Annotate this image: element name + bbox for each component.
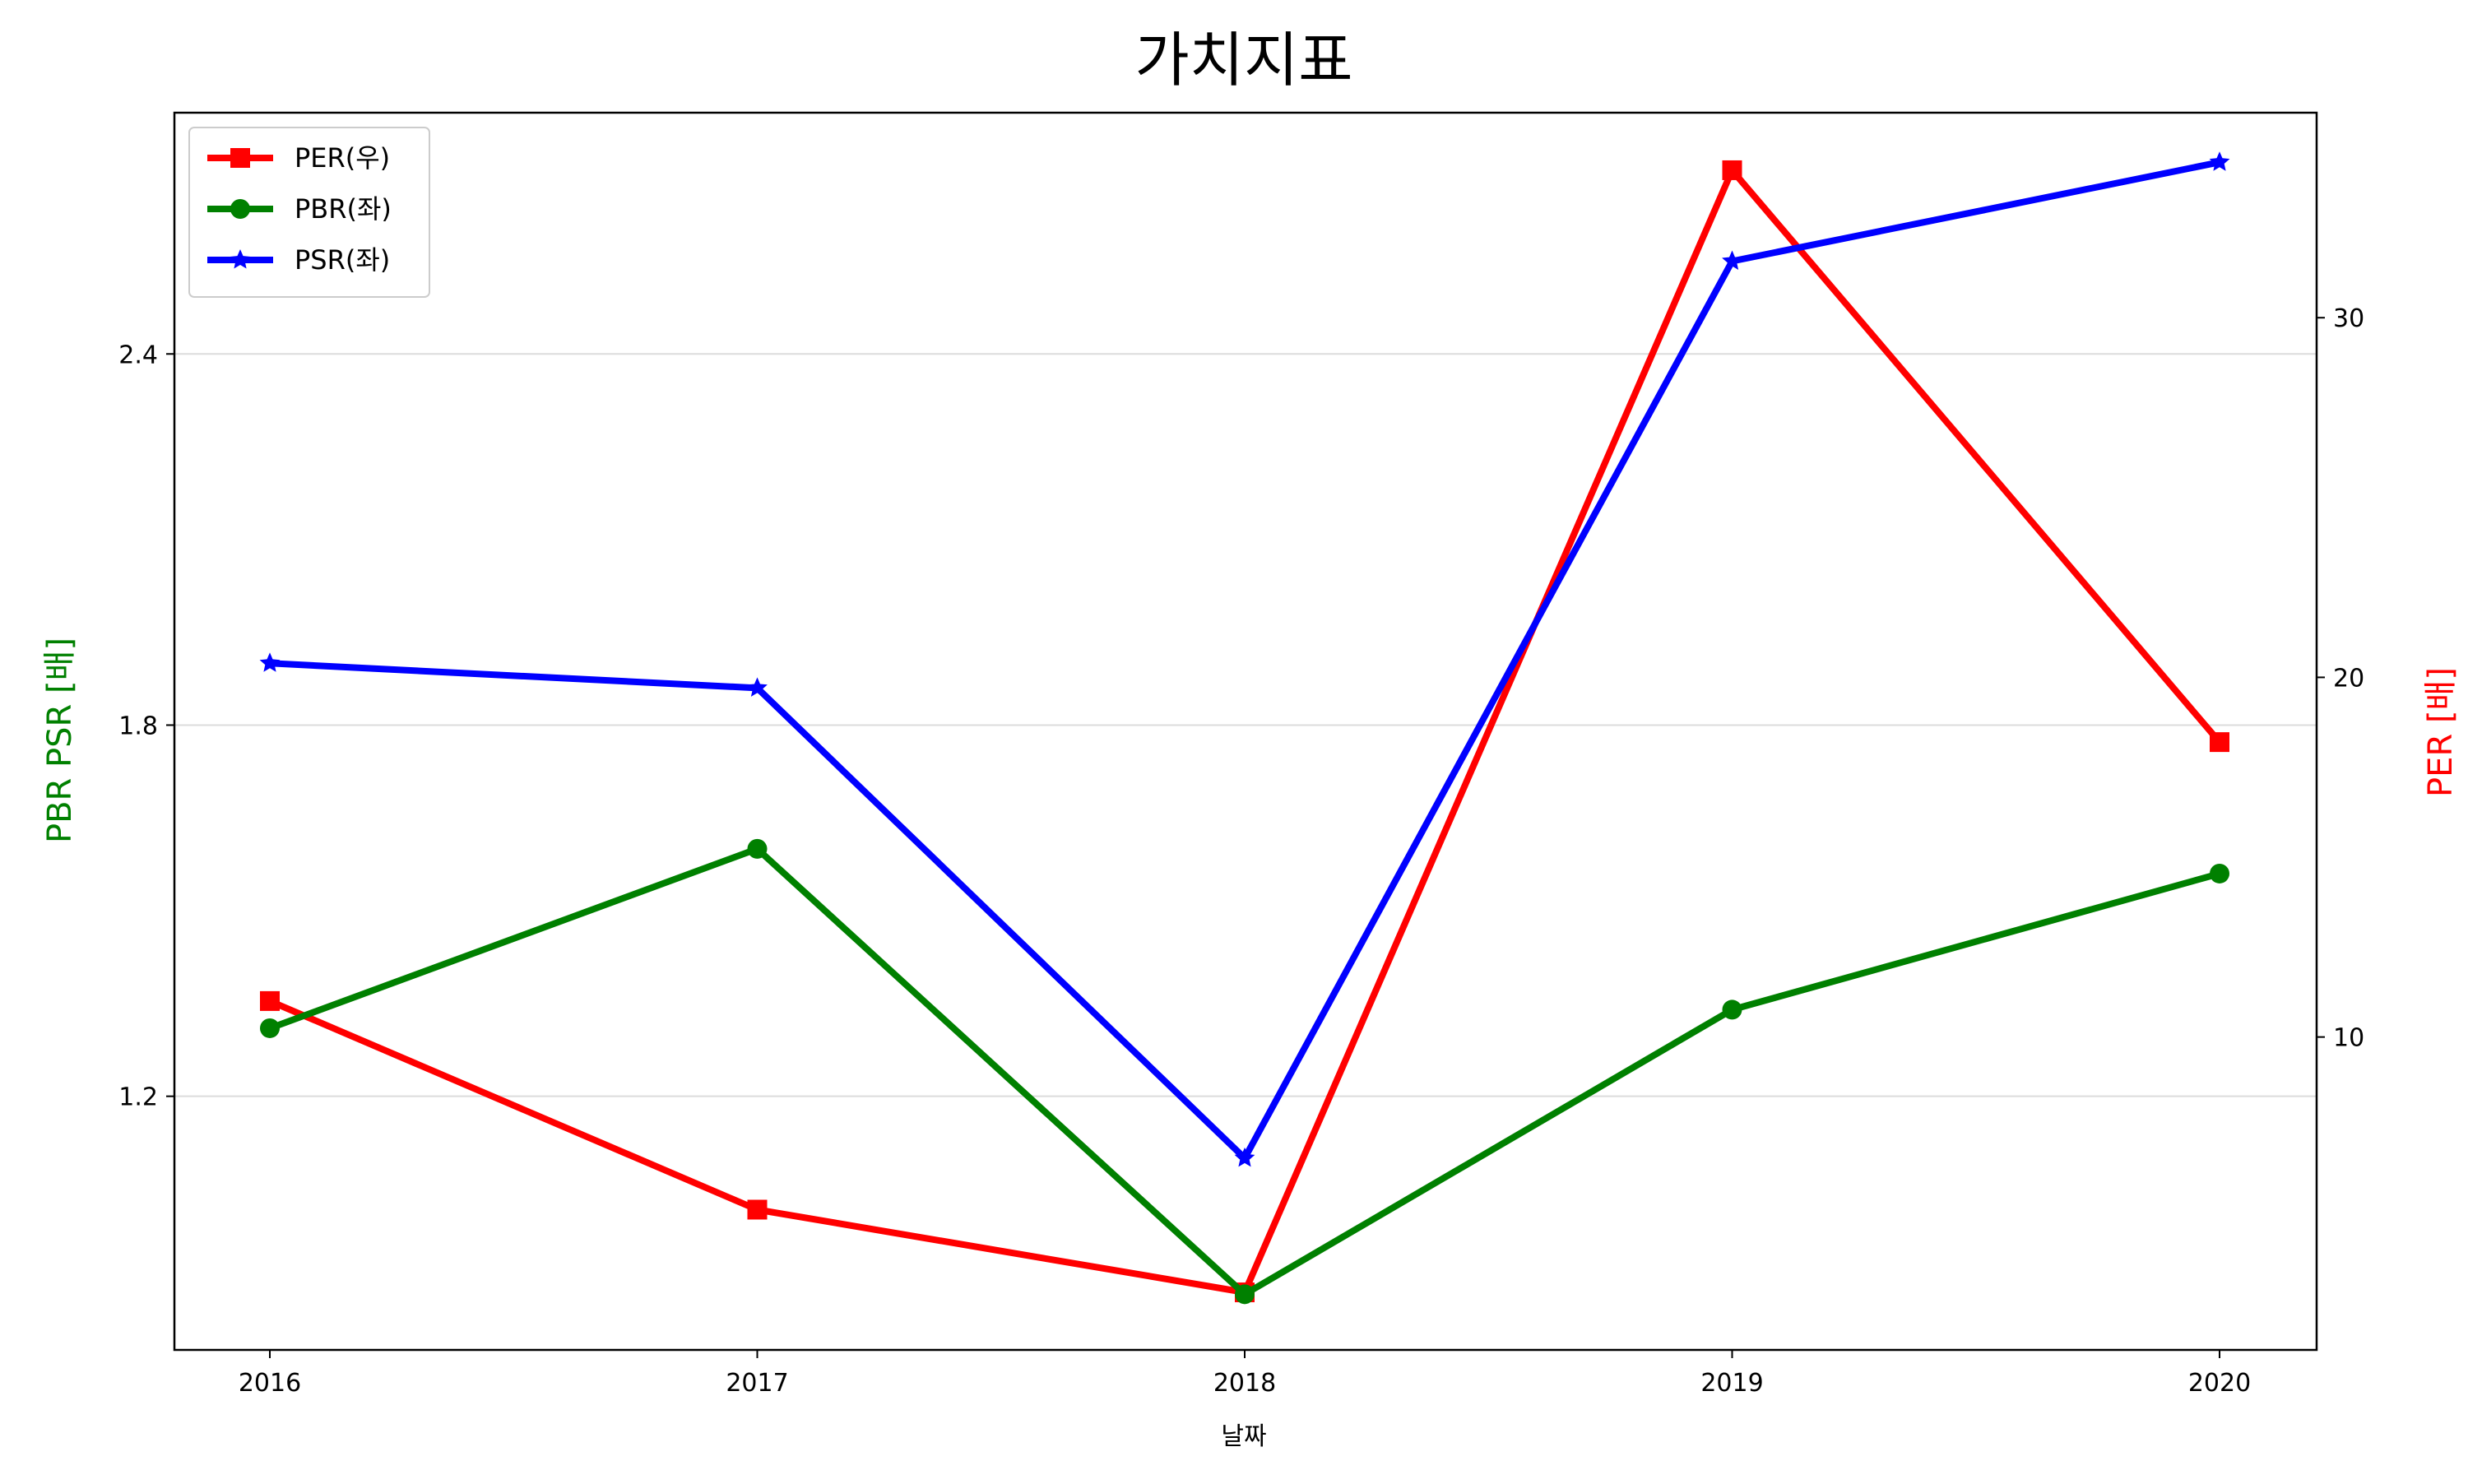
data-point: [259, 652, 281, 672]
data-point: [1235, 1284, 1255, 1305]
legend-marker: [230, 148, 250, 168]
data-point: [1234, 1147, 1255, 1167]
y-left-tick-label: 2.4: [118, 341, 158, 369]
legend-label: PSR(좌): [295, 244, 390, 276]
series-line: [268, 845, 2221, 1298]
series-line: [269, 159, 2220, 1162]
x-axis-label: 날짜: [1221, 1422, 1266, 1451]
legend-marker: [230, 249, 251, 269]
legend-box: [188, 127, 430, 298]
data-point: [260, 990, 280, 1011]
data-point: [260, 1018, 280, 1038]
data-point: [1722, 999, 1742, 1020]
y-right-tick-label: 10: [2333, 1024, 2364, 1053]
data-point: [747, 1199, 768, 1220]
x-tick-label: 2020: [2188, 1369, 2251, 1398]
x-tick-label: 2016: [239, 1369, 301, 1398]
x-tick-label: 2018: [1213, 1369, 1276, 1398]
data-point: [2209, 151, 2230, 171]
data-point: [1722, 160, 1742, 180]
legend: PER(우) PBR(좌) PSR(좌): [188, 127, 430, 298]
data-point: [747, 677, 768, 697]
data-point: [1722, 250, 1742, 270]
series-lines: [259, 151, 2230, 1305]
y-right-tick-label: 30: [2333, 304, 2364, 333]
chart-title: 가치지표: [1135, 26, 1353, 95]
data-point: [747, 838, 768, 859]
legend-label: PBR(좌): [295, 193, 392, 225]
series-line: [268, 167, 2223, 1296]
data-point: [2210, 732, 2229, 753]
legend-marker: [230, 199, 250, 219]
axes: 1.2 1.8 2.4 10 20 30 2016 2017 2018 2019 2020: [118, 111, 2364, 1398]
x-tick-label: 2019: [1700, 1369, 1763, 1398]
y-axis-right-label: PER [배]: [2422, 667, 2460, 797]
plot-frame: [173, 111, 2318, 1352]
data-point: [2210, 863, 2229, 883]
grid-lines: [174, 353, 2317, 1097]
legend-label: PER(우): [295, 142, 390, 174]
y-right-tick-label: 20: [2333, 664, 2364, 693]
y-left-tick-label: 1.8: [118, 712, 158, 740]
y-left-tick-label: 1.2: [118, 1083, 158, 1112]
y-axis-left-label: PBR PSR [배]: [41, 638, 79, 843]
x-tick-label: 2017: [726, 1369, 788, 1398]
